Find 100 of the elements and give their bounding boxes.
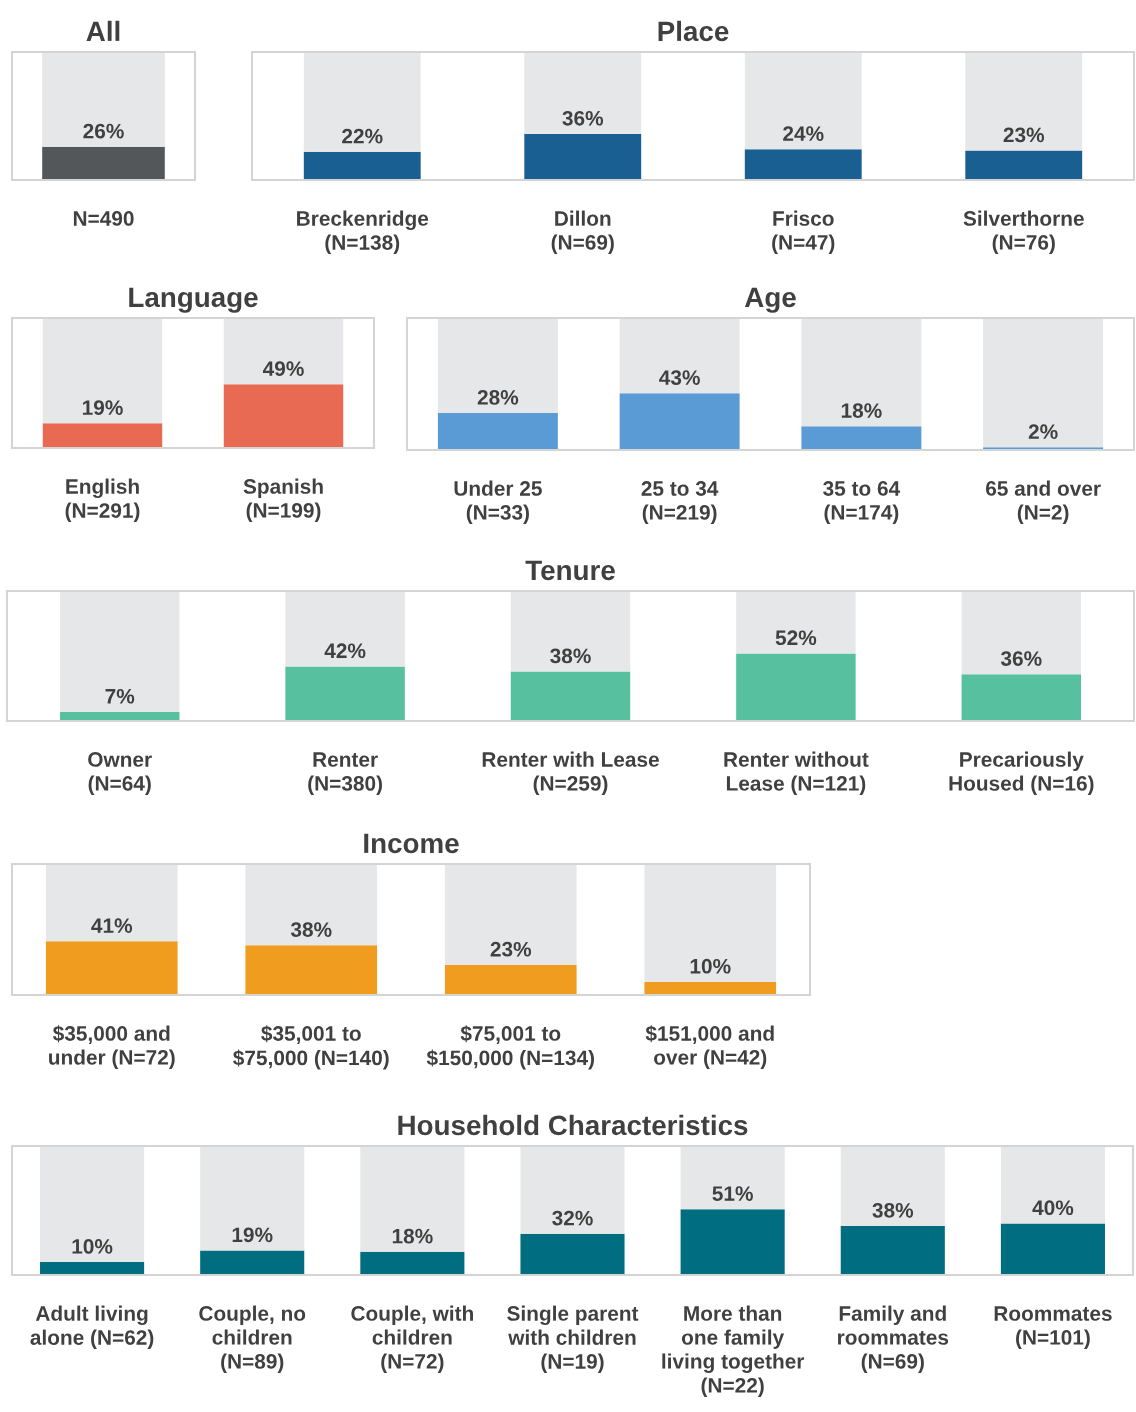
- x-tick-label: Precariously Housed (N=16): [949, 751, 1094, 795]
- x-tick-label: Roommates (N=101): [994, 1306, 1112, 1349]
- x-tick-label: 25 to 34 (N=219): [641, 481, 719, 524]
- data-label: 40%: [1032, 1200, 1074, 1216]
- data-label: 23%: [490, 941, 532, 957]
- data-label: 26%: [83, 123, 124, 139]
- x-tick-label: $75,001 to $150,000 (N=134): [426, 1025, 594, 1070]
- chart-title: Household Characteristics: [398, 1114, 748, 1136]
- bar: [619, 318, 740, 394]
- bar: [736, 653, 856, 721]
- bar: [520, 1233, 625, 1275]
- data-label: 10%: [72, 1239, 113, 1254]
- data-label: 52%: [775, 630, 817, 646]
- bar: [840, 1225, 945, 1275]
- bar: [285, 666, 405, 721]
- bar: [510, 591, 631, 672]
- data-label: 7%: [105, 688, 135, 704]
- data-label: 19%: [232, 1227, 273, 1243]
- bar: [680, 1209, 785, 1275]
- x-tick-label: $151,000 and over (N=42): [645, 1025, 774, 1069]
- bar: [245, 945, 378, 995]
- data-label: 36%: [1000, 651, 1042, 666]
- bar: [644, 864, 777, 982]
- bar: [644, 981, 777, 995]
- x-tick-label: More than one family living together (N=22): [662, 1305, 805, 1397]
- x-tick-label: 65 and over (N=2): [985, 480, 1101, 524]
- data-label: 2%: [1028, 424, 1058, 440]
- bar: [1000, 1223, 1105, 1275]
- bar: [983, 318, 1104, 448]
- bar: [961, 674, 1082, 721]
- x-tick-label: Adult living alone (N=62): [30, 1305, 154, 1350]
- bar: [801, 318, 922, 427]
- x-tick-label: Couple, no children (N=89): [199, 1305, 306, 1373]
- chart-title: All: [86, 20, 120, 41]
- bar: [59, 591, 180, 712]
- bar: [744, 149, 862, 180]
- bar: [200, 1146, 305, 1251]
- bar: [444, 964, 577, 995]
- data-label: 23%: [1003, 127, 1045, 143]
- chart-title: Place: [658, 20, 729, 42]
- data-label: 10%: [690, 958, 731, 974]
- data-label: 49%: [262, 361, 304, 377]
- x-tick-label: Single parent with children (N=19): [507, 1305, 639, 1373]
- bar: [444, 864, 577, 965]
- bar: [840, 1146, 945, 1226]
- bar: [965, 52, 1083, 151]
- chart-title: Language: [129, 287, 258, 313]
- bar: [45, 941, 178, 995]
- bar: [619, 393, 740, 450]
- bar: [285, 591, 405, 667]
- bar: [524, 52, 642, 134]
- x-tick-label: Renter (N=380): [308, 752, 382, 795]
- x-tick-label: Frisco (N=47): [772, 210, 835, 254]
- data-label: 41%: [91, 918, 133, 933]
- chart-title: Tenure: [525, 560, 615, 581]
- data-label: 38%: [872, 1202, 914, 1218]
- data-label: 32%: [552, 1210, 593, 1226]
- x-tick-label: Renter without Lease (N=121): [724, 751, 869, 795]
- x-tick-label: $35,001 to $75,000 (N=140): [233, 1025, 389, 1070]
- x-tick-label: Breckenridge (N=138): [297, 210, 429, 255]
- bar: [520, 1146, 625, 1234]
- x-tick-label: Dillon (N=69): [551, 210, 614, 254]
- x-tick-label: Silverthorne (N=76): [963, 210, 1084, 254]
- data-label: 38%: [290, 922, 332, 937]
- data-label: 36%: [562, 110, 604, 126]
- bar: [40, 1262, 145, 1275]
- bar: [200, 1250, 305, 1275]
- chart-title: Income: [364, 833, 459, 854]
- bar: [736, 591, 856, 654]
- bar: [40, 1146, 145, 1263]
- data-label: 28%: [477, 390, 519, 405]
- bar: [524, 133, 642, 180]
- bar: [1000, 1146, 1105, 1224]
- chart-title: Age: [744, 287, 796, 313]
- data-label: 18%: [841, 403, 882, 418]
- bar: [965, 150, 1083, 180]
- data-label: 24%: [783, 126, 824, 141]
- data-label: 18%: [392, 1228, 433, 1244]
- data-label: 19%: [82, 400, 123, 416]
- x-tick-label: Renter with Lease (N=259): [482, 751, 659, 795]
- bar: [303, 52, 421, 152]
- bar: [360, 1146, 465, 1252]
- data-label: 43%: [659, 370, 700, 385]
- x-tick-label: Spanish (N=199): [243, 478, 323, 522]
- x-tick-label: Owner (N=64): [88, 752, 152, 795]
- x-tick-label: $35,000 and under (N=72): [49, 1025, 175, 1069]
- bar: [437, 413, 558, 450]
- data-label: 22%: [342, 128, 383, 144]
- x-tick-label: Under 25 (N=33): [454, 480, 542, 524]
- bar: [961, 591, 1082, 675]
- bar: [45, 864, 178, 942]
- bar: [801, 426, 922, 450]
- x-tick-label: English (N=291): [65, 478, 140, 523]
- bar: [680, 1146, 785, 1210]
- bar: [303, 151, 421, 180]
- x-tick-label: 35 to 64 (N=174): [823, 481, 901, 524]
- x-tick-label: Couple, with children (N=72): [351, 1305, 473, 1373]
- bar: [510, 671, 631, 721]
- bar: [744, 52, 862, 150]
- data-label: 38%: [550, 648, 591, 664]
